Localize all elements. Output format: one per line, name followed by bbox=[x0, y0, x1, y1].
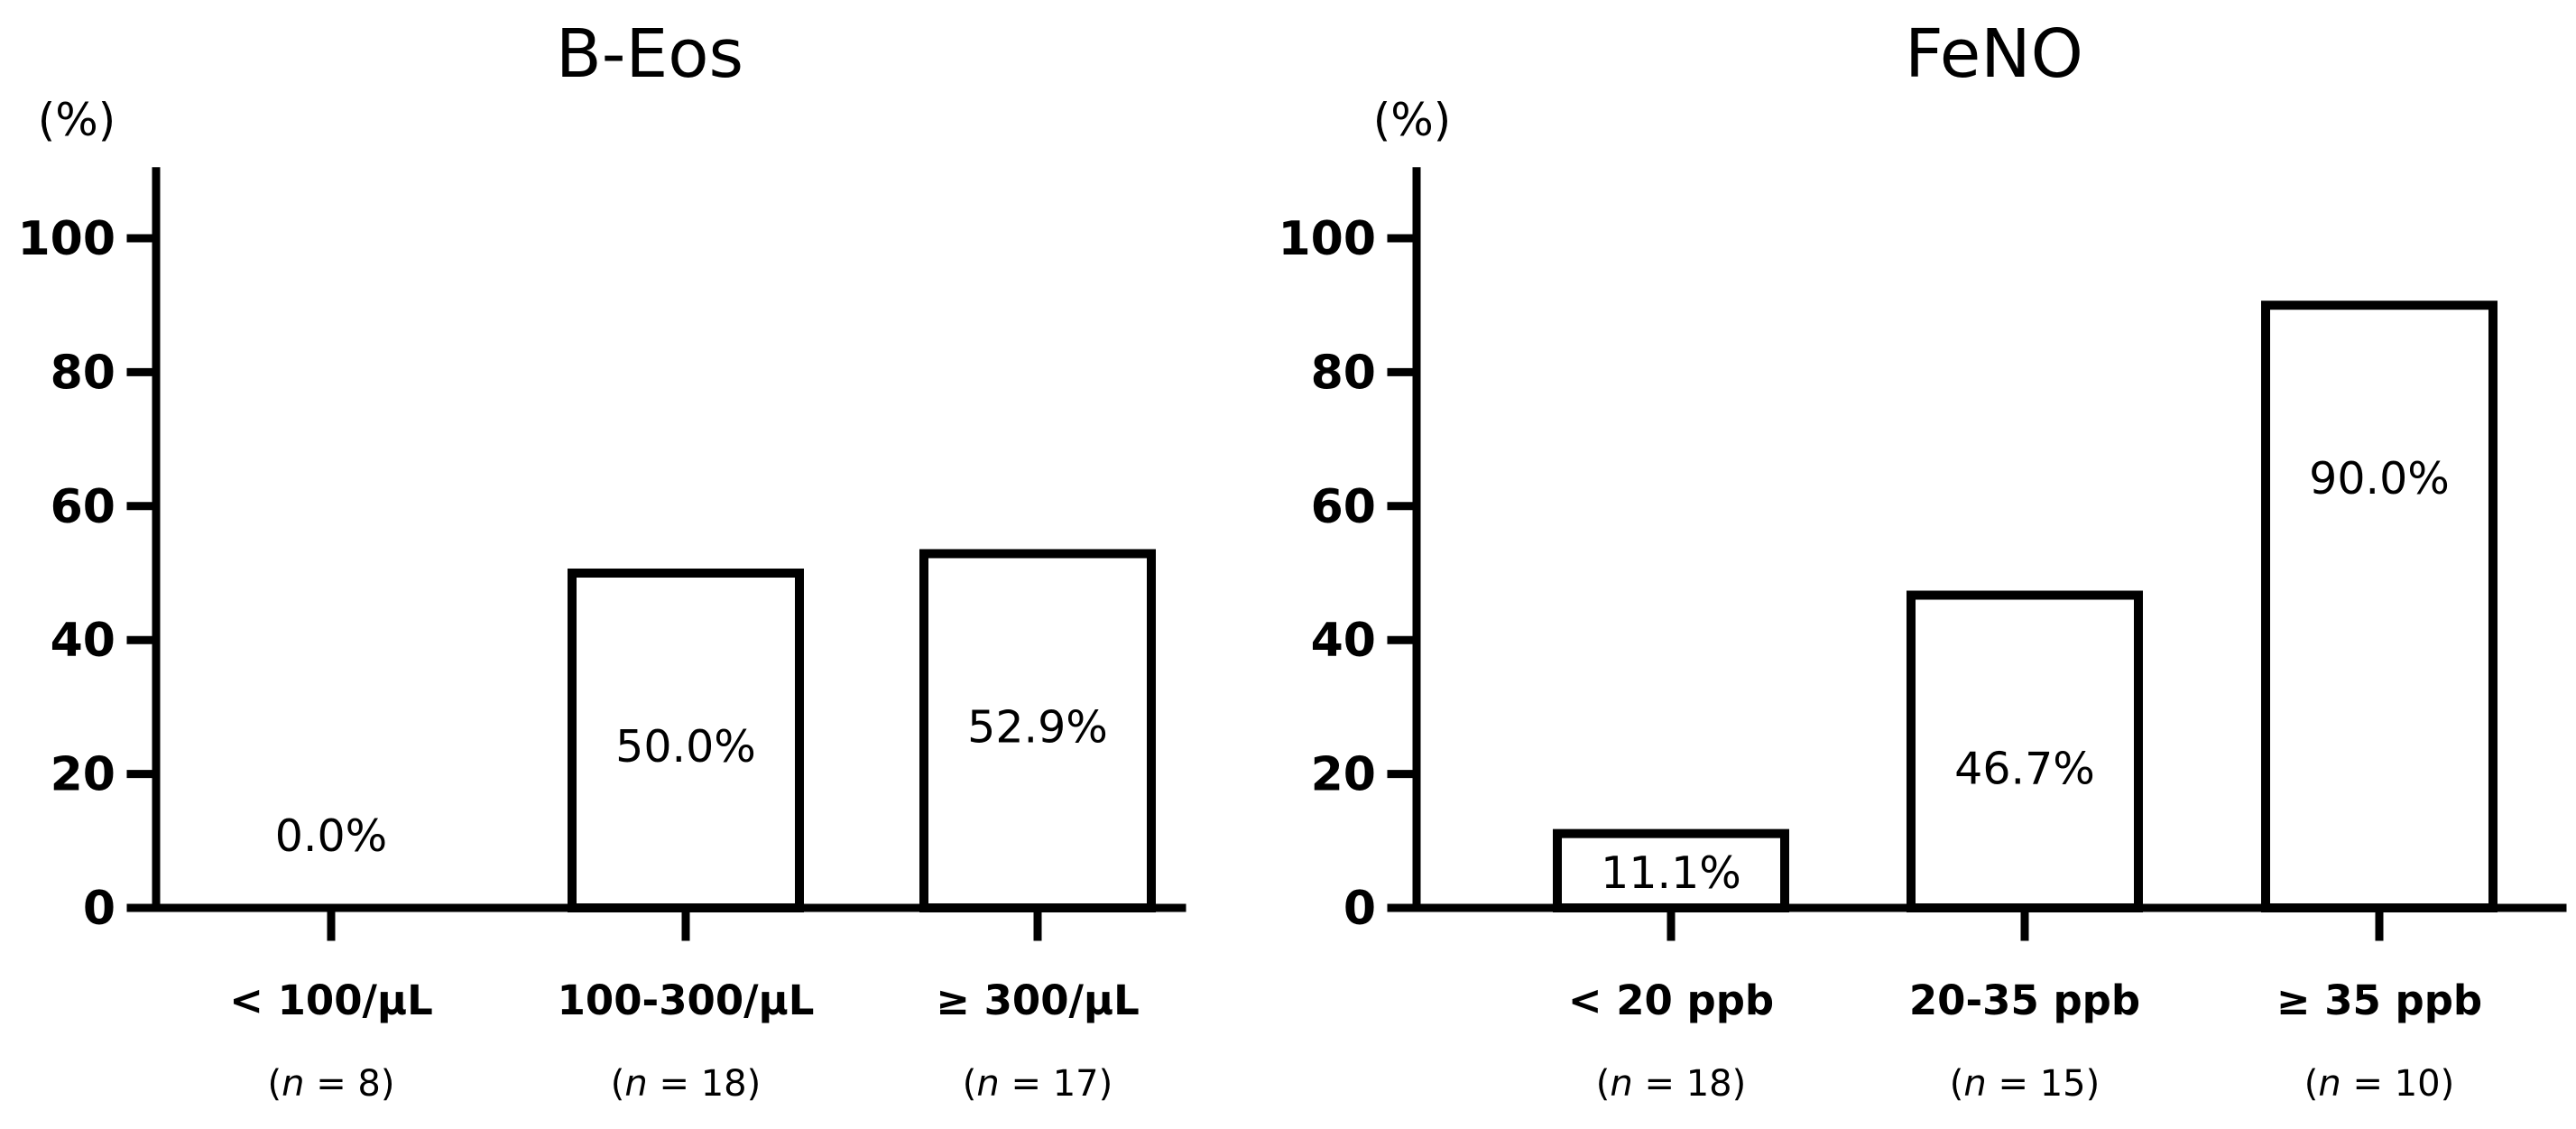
sample-size-label-3: (n = 17) bbox=[963, 1063, 1113, 1105]
sample-size-label-1: (n = 8) bbox=[268, 1063, 395, 1105]
y-tick-label: 60 bbox=[51, 480, 115, 534]
x-category-label-1: < 20 ppb bbox=[1568, 976, 1774, 1024]
y-tick-label: 80 bbox=[1311, 346, 1376, 400]
x-category-label-3: ≥ 300/µL bbox=[936, 976, 1140, 1024]
y-tick-label: 100 bbox=[1278, 212, 1376, 266]
bar-3 bbox=[919, 549, 1156, 912]
chart-title: B-Eos bbox=[556, 15, 743, 93]
x-category-label-1: < 100/µL bbox=[229, 976, 433, 1024]
y-tick-label: 60 bbox=[1311, 480, 1376, 534]
y-tick-label: 100 bbox=[17, 212, 115, 266]
y-tick-label: 0 bbox=[83, 882, 115, 936]
y-tick-label: 80 bbox=[51, 346, 115, 400]
data-label-2: 50.0% bbox=[615, 721, 756, 773]
x-category-label-3: ≥ 35 ppb bbox=[2276, 976, 2482, 1024]
sample-size-label-1: (n = 18) bbox=[1596, 1063, 1746, 1105]
bar-2 bbox=[1907, 590, 2143, 913]
data-label-3: 90.0% bbox=[2309, 453, 2450, 504]
y-tick-label: 40 bbox=[51, 614, 115, 668]
y-tick-label: 0 bbox=[1343, 882, 1376, 936]
y-tick-label: 20 bbox=[51, 748, 115, 802]
chart-panel-1: B-Eos (%) 0.0% 50.0% 52.9% 0 20 40 60 80 100 < 100/… bbox=[17, 15, 1186, 1105]
y-tick-label: 20 bbox=[1311, 748, 1376, 802]
bar-3 bbox=[2261, 301, 2498, 912]
chart-title: FeNO bbox=[1905, 15, 2083, 93]
sample-size-label-2: (n = 18) bbox=[611, 1063, 761, 1105]
y-axis-unit-label: (%) bbox=[1373, 94, 1452, 146]
x-category-label-2: 20-35 ppb bbox=[1909, 976, 2140, 1024]
chart-panel-2: FeNO (%) 11.1% 46.7% 90.0% 0 20 40 60 80 100 < 20 p… bbox=[1278, 15, 2567, 1105]
y-axis-unit-label: (%) bbox=[38, 94, 116, 146]
data-label-1: 0.0% bbox=[275, 810, 388, 862]
x-category-label-2: 100-300/µL bbox=[558, 976, 815, 1024]
data-label-3: 52.9% bbox=[967, 701, 1108, 753]
y-tick-label: 40 bbox=[1311, 614, 1376, 668]
data-label-2: 46.7% bbox=[1954, 743, 2095, 794]
sample-size-label-2: (n = 15) bbox=[1950, 1063, 2100, 1105]
bar-2 bbox=[568, 569, 804, 912]
data-label-1: 11.1% bbox=[1601, 847, 1741, 899]
bar-1 bbox=[1553, 828, 1789, 912]
sample-size-label-3: (n = 10) bbox=[2304, 1063, 2454, 1105]
